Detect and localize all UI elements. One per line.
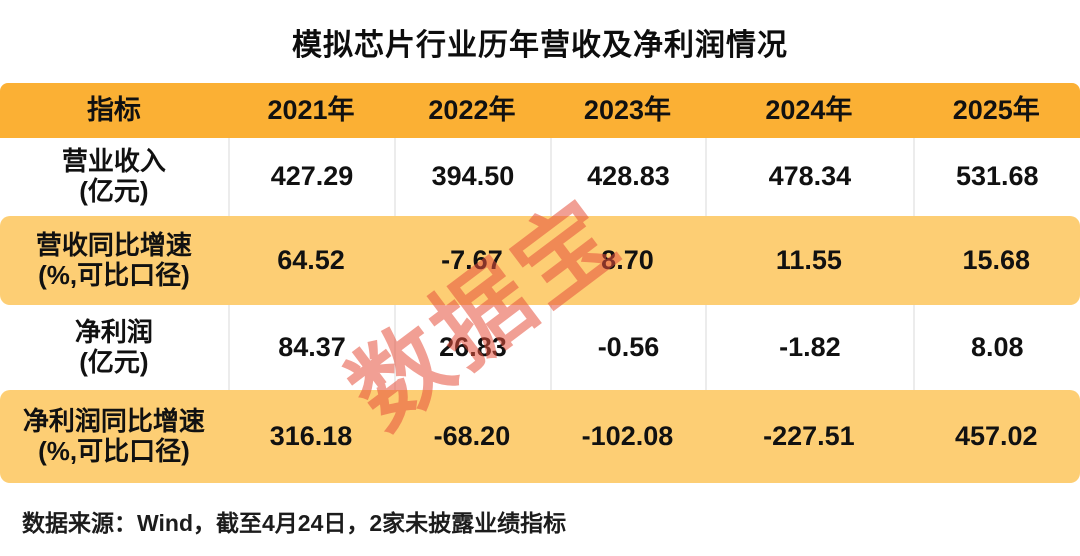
header-cell-2024: 2024年 — [765, 94, 853, 125]
page-title: 模拟芯片行业历年营收及净利润情况 — [292, 28, 788, 62]
table-cell: 427.29 — [227, 138, 394, 216]
table-cell: 15.68 — [962, 244, 1031, 275]
row-label-text: 营收同比增速 — [35, 229, 192, 260]
table-cell: 531.68 — [912, 138, 1080, 216]
table-cell: 8.08 — [912, 305, 1080, 390]
header-cell-2023: 2023年 — [583, 94, 671, 125]
row-label-unit: (亿元) — [79, 176, 149, 206]
table-cell: 457.02 — [954, 420, 1038, 451]
row-label-text: 营业收入 — [61, 146, 166, 177]
table-header-row: 指标 2021年 2022年 2023年 2024年 2025年 — [0, 83, 1080, 138]
row-label-revenue: 营业收入 (亿元) — [0, 138, 228, 216]
title-bar: 模拟芯片行业历年营收及净利润情况 — [0, 0, 1080, 83]
header-cell-2021: 2021年 — [267, 94, 355, 125]
row-label-net-profit: 净利润 (亿元) — [0, 305, 228, 390]
table-row-net-profit: 净利润 (亿元) 84.37 26.83 -0.56 -1.82 8.08 — [0, 305, 1080, 390]
table-cell: -227.51 — [763, 420, 855, 451]
table-cell: 64.52 — [277, 244, 345, 275]
row-label-unit: (%,可比口径) — [38, 435, 190, 466]
table-cell: -1.82 — [705, 305, 912, 390]
data-source-note: 数据来源：Wind，截至4月24日，2家未披露业绩指标 — [22, 510, 567, 536]
table-row-revenue: 营业收入 (亿元) 427.29 394.50 428.83 478.34 53… — [0, 138, 1080, 216]
table-cell: 428.83 — [549, 138, 706, 216]
table-cell: -7.67 — [441, 244, 503, 275]
table-cell: -102.08 — [581, 420, 674, 451]
table-cell: 26.83 — [394, 305, 550, 390]
table-cell: 11.55 — [775, 244, 842, 275]
row-label-unit: (%,可比口径) — [38, 259, 190, 290]
table-cell: 84.37 — [227, 305, 394, 390]
table-cell: 316.18 — [269, 420, 353, 451]
row-label-unit: (亿元) — [79, 346, 149, 377]
table-row-net-profit-growth: 净利润同比增速 (%,可比口径) 316.18 -68.20 -102.08 -… — [0, 390, 1080, 483]
header-cell-metric: 指标 — [86, 94, 141, 125]
row-label-revenue-growth: 营收同比增速 (%,可比口径) — [0, 216, 228, 305]
table-cell: -68.20 — [433, 420, 511, 451]
table-cell: 394.50 — [394, 138, 550, 216]
row-label-text: 净利润 — [74, 316, 153, 347]
table-cell: -0.56 — [549, 305, 706, 390]
data-table: 指标 2021年 2022年 2023年 2024年 2025年 营业收入 (亿… — [0, 83, 1080, 483]
row-label-text: 净利润同比增速 — [22, 405, 205, 436]
table-cell: 8.70 — [601, 244, 654, 275]
header-cell-2025: 2025年 — [952, 94, 1040, 125]
table-cell: 478.34 — [705, 138, 912, 216]
table-row-revenue-growth: 营收同比增速 (%,可比口径) 64.52 -7.67 8.70 11.55 1… — [0, 216, 1080, 305]
header-cell-2022: 2022年 — [428, 94, 516, 125]
row-label-net-profit-growth: 净利润同比增速 (%,可比口径) — [0, 390, 228, 483]
